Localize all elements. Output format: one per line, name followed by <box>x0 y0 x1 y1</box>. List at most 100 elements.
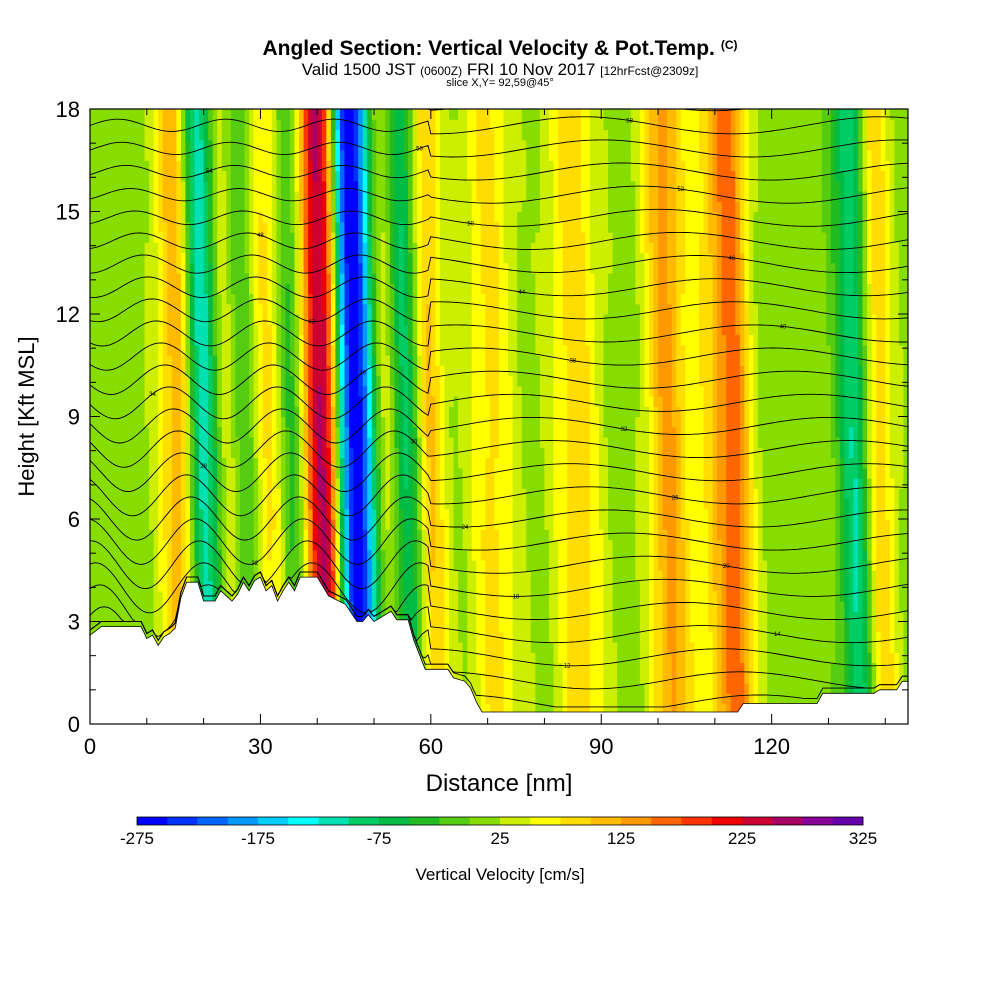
velocity-cell <box>121 191 127 202</box>
velocity-cell <box>167 560 173 571</box>
velocity-cell <box>117 560 123 571</box>
velocity-cell <box>126 539 132 551</box>
velocity-cell <box>339 355 346 366</box>
velocity-cell <box>385 365 391 377</box>
velocity-cell <box>317 508 323 520</box>
velocity-cell <box>349 273 355 284</box>
velocity-cell <box>403 570 409 582</box>
velocity-cell <box>421 416 427 428</box>
velocity-cell <box>439 467 446 479</box>
velocity-cell <box>399 549 405 561</box>
velocity-cell <box>444 109 450 120</box>
velocity-cell <box>135 109 141 120</box>
velocity-cell <box>162 273 168 284</box>
velocity-cell <box>189 252 196 264</box>
velocity-cell <box>94 580 100 592</box>
velocity-cell <box>112 570 118 582</box>
velocity-cell <box>103 416 109 428</box>
velocity-cell <box>335 416 341 428</box>
velocity-cell <box>203 365 209 377</box>
velocity-cell <box>339 139 346 151</box>
velocity-cell <box>230 211 237 223</box>
velocity-cell <box>153 426 159 438</box>
velocity-cell <box>144 303 150 315</box>
velocity-cell <box>453 539 459 551</box>
velocity-cell <box>444 150 450 161</box>
velocity-cell <box>285 519 291 530</box>
velocity-cell <box>135 129 141 141</box>
velocity-cell <box>389 601 396 612</box>
velocity-cell <box>358 170 364 182</box>
velocity-cell <box>267 232 273 243</box>
velocity-cell <box>90 232 96 243</box>
velocity-cell <box>458 519 464 530</box>
velocity-cell <box>339 457 346 469</box>
velocity-cell <box>135 170 141 182</box>
velocity-cell <box>421 498 427 510</box>
velocity-cell <box>217 406 223 418</box>
velocity-cell <box>208 437 214 448</box>
velocity-cell <box>280 498 287 510</box>
velocity-cell <box>271 119 277 131</box>
velocity-cell <box>267 416 273 428</box>
velocity-cell <box>162 549 168 561</box>
velocity-cell <box>108 180 114 192</box>
velocity-cell <box>217 211 223 223</box>
velocity-cell <box>258 529 264 541</box>
velocity-cell <box>249 211 255 223</box>
velocity-cell <box>449 119 455 131</box>
velocity-cell <box>317 437 323 448</box>
velocity-cell <box>294 139 300 151</box>
velocity-cell <box>149 426 155 438</box>
velocity-cell <box>321 539 327 551</box>
velocity-cell <box>385 570 391 582</box>
velocity-cell <box>130 539 137 551</box>
velocity-cell <box>117 273 123 284</box>
velocity-cell <box>249 180 255 192</box>
velocity-cell <box>253 426 259 438</box>
velocity-cell <box>262 539 268 551</box>
velocity-cell <box>135 232 141 243</box>
velocity-cell <box>439 303 446 315</box>
velocity-cell <box>139 201 146 213</box>
velocity-cell <box>249 160 255 172</box>
velocity-cell <box>230 396 237 407</box>
velocity-cell <box>312 344 318 356</box>
velocity-cell <box>421 488 427 500</box>
velocity-cell <box>271 180 277 192</box>
velocity-cell <box>271 355 277 366</box>
velocity-cell <box>239 406 246 418</box>
velocity-cell <box>117 467 123 479</box>
velocity-cell <box>149 508 155 520</box>
velocity-cell <box>439 119 446 131</box>
velocity-cell <box>317 293 323 305</box>
velocity-cell <box>294 508 300 520</box>
velocity-cell <box>349 180 355 192</box>
velocity-cell <box>121 139 127 151</box>
velocity-cell <box>271 242 277 254</box>
velocity-cell <box>117 570 123 582</box>
velocity-cell <box>180 324 187 336</box>
velocity-cell <box>294 365 300 377</box>
velocity-cell <box>121 498 127 510</box>
velocity-cell <box>399 457 405 469</box>
velocity-cell <box>189 129 196 141</box>
velocity-cell <box>139 293 146 305</box>
velocity-cell <box>176 324 182 336</box>
velocity-cell <box>417 457 423 469</box>
velocity-cell <box>308 426 314 438</box>
velocity-cell <box>417 283 423 295</box>
velocity-cell <box>271 201 277 213</box>
velocity-cell <box>376 426 382 438</box>
velocity-cell <box>444 252 450 264</box>
velocity-cell <box>430 539 436 551</box>
velocity-cell <box>421 631 427 643</box>
velocity-cell <box>380 590 386 602</box>
velocity-cell <box>308 334 314 346</box>
velocity-cell <box>112 457 118 469</box>
velocity-cell <box>444 652 450 664</box>
velocity-cell <box>344 467 350 479</box>
velocity-cell <box>171 498 177 510</box>
velocity-cell <box>176 201 182 213</box>
